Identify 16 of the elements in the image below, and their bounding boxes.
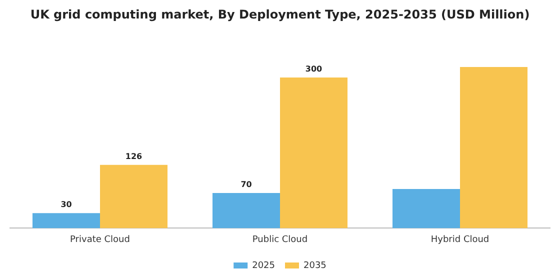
x-tick-label: Public Cloud [252,234,308,245]
data-label: 300 [305,64,323,74]
bar [212,193,280,228]
data-label: 70 [240,180,252,190]
legend-label: 2035 [304,260,326,271]
bar [280,78,348,228]
bar [392,189,460,228]
chart-title: UK grid computing market, By Deployment Type, 2025-2035 (USD Million) [30,7,530,22]
bar [32,213,100,228]
x-tick-label: Hybrid Cloud [430,234,490,245]
data-label: 30 [60,200,72,210]
bar [460,66,528,228]
x-tick-label: Private Cloud [70,234,130,245]
legend-label: 2025 [252,260,275,271]
bar [100,164,168,228]
data-label: 126 [125,152,143,161]
